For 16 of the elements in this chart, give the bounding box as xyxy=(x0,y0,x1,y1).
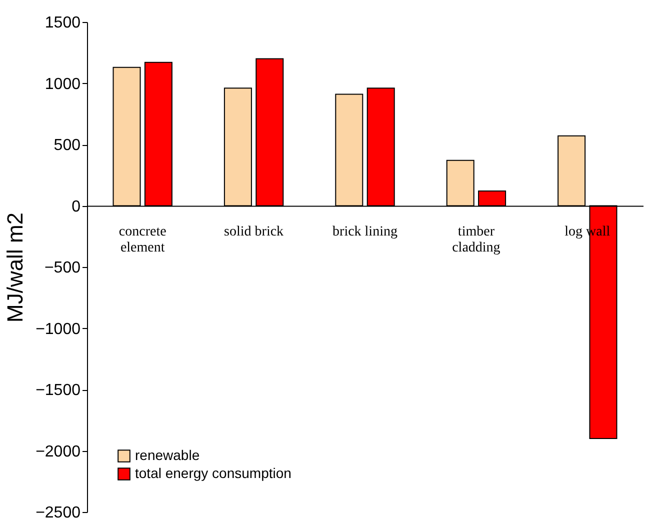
y-tick-label: 1000 xyxy=(44,76,81,93)
y-tick-label: −1000 xyxy=(36,320,81,338)
y-tick-label: −1500 xyxy=(36,382,81,399)
y-tick-label: −2000 xyxy=(36,443,81,460)
x-tick-label: concrete element xyxy=(118,224,166,256)
y-axis-title: MJ/wall m2 xyxy=(2,212,28,323)
y-tick-label: 0 xyxy=(72,198,81,216)
legend-label: total energy consumption xyxy=(135,465,292,481)
x-tick-label: timber cladding xyxy=(452,224,500,256)
x-tick-label: brick lining xyxy=(332,224,398,240)
y-tick-label: 1500 xyxy=(44,14,81,32)
y-tick-label: 500 xyxy=(54,137,81,154)
y-tick-label: −500 xyxy=(44,260,81,276)
y-tick-label: −2500 xyxy=(36,504,81,522)
legend-label: renewable xyxy=(135,447,200,463)
x-tick-label: solid brick xyxy=(224,224,284,240)
